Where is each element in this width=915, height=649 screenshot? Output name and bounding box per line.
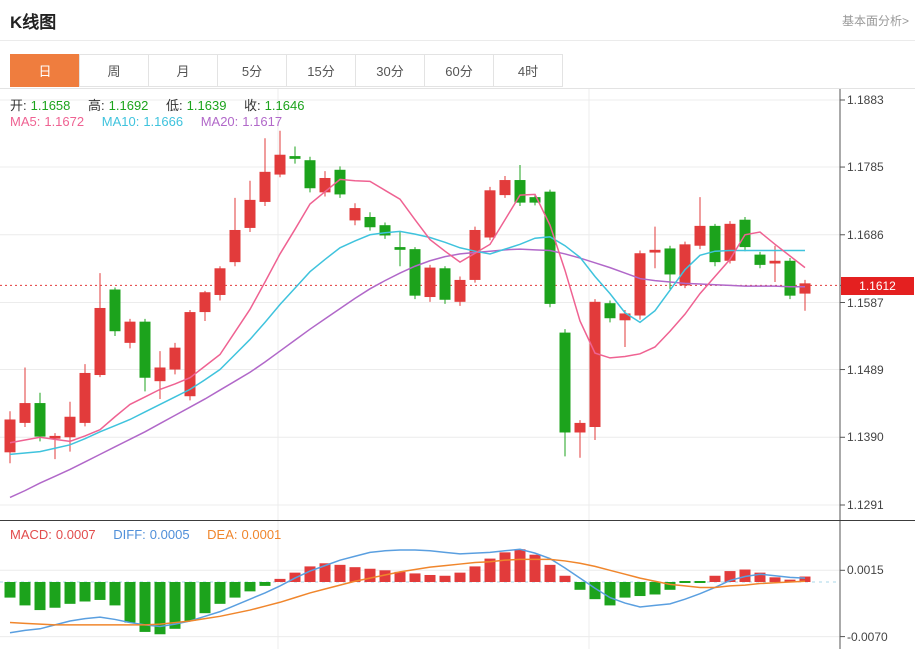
close-value: 1.1646 — [264, 98, 305, 113]
ma5-label: MA5: — [10, 114, 41, 129]
tab-week[interactable]: 周 — [79, 54, 149, 87]
open-label: 开: — [10, 98, 27, 113]
price-axis-label: 1.1291 — [847, 498, 884, 512]
ma10-label: MA10: — [101, 114, 140, 129]
tab-4hour[interactable]: 4时 — [493, 54, 563, 87]
macd-axis-label: -0.0070 — [847, 629, 888, 644]
ma5-value: 1.1672 — [44, 114, 85, 129]
price-axis-label: 1.1785 — [847, 160, 884, 175]
diff-label: DIFF: — [113, 527, 146, 542]
ohlc-legend: 开: 1.1658 高: 1.1692 低: 1.1639 收: 1.1646 — [10, 95, 308, 114]
dea-value: 0.0001 — [241, 527, 282, 542]
price-axis-label: 1.1390 — [847, 430, 884, 445]
header-divider — [0, 40, 915, 41]
close-label: 收: — [244, 98, 261, 113]
tab-5min[interactable]: 5分 — [217, 54, 287, 87]
price-axis-label: 1.1489 — [847, 362, 884, 377]
price-axis-label: 1.1587 — [847, 295, 884, 310]
low-value: 1.1639 — [186, 98, 227, 113]
price-axis-label: 1.1686 — [847, 227, 884, 242]
last-price-badge: 1.1612 — [841, 277, 914, 295]
price-axis-label: 1.1883 — [847, 93, 884, 107]
high-value: 1.1692 — [108, 98, 149, 113]
ma20-label: MA20: — [200, 114, 239, 129]
low-label: 低: — [166, 98, 183, 113]
period-tabbar: 日 周 月 5分 15分 30分 60分 4时 — [10, 54, 563, 87]
high-label: 高: — [88, 98, 105, 113]
macd-label: MACD: — [10, 527, 52, 542]
tab-60min[interactable]: 60分 — [424, 54, 494, 87]
diff-value: 0.0005 — [149, 527, 190, 542]
tab-month[interactable]: 月 — [148, 54, 218, 87]
macd-axis-label: 0.0015 — [847, 563, 884, 578]
tabbar-bottom-border — [0, 88, 915, 89]
tab-30min[interactable]: 30分 — [355, 54, 425, 87]
ma-legend: MA5: 1.1672 MA10: 1.1666 MA20: 1.1617 — [10, 114, 286, 129]
tab-15min[interactable]: 15分 — [286, 54, 356, 87]
tab-day[interactable]: 日 — [10, 54, 80, 87]
open-value: 1.1658 — [30, 98, 71, 113]
ma20-value: 1.1617 — [242, 114, 283, 129]
macd-legend: MACD: 0.0007 DIFF: 0.0005 DEA: 0.0001 — [10, 527, 285, 542]
fundamental-analysis-link[interactable]: 基本面分析> — [841, 14, 909, 28]
ma10-value: 1.1666 — [143, 114, 184, 129]
page-title: K线图 — [10, 13, 57, 32]
dea-label: DEA: — [207, 527, 238, 542]
macd-value: 0.0007 — [55, 527, 96, 542]
